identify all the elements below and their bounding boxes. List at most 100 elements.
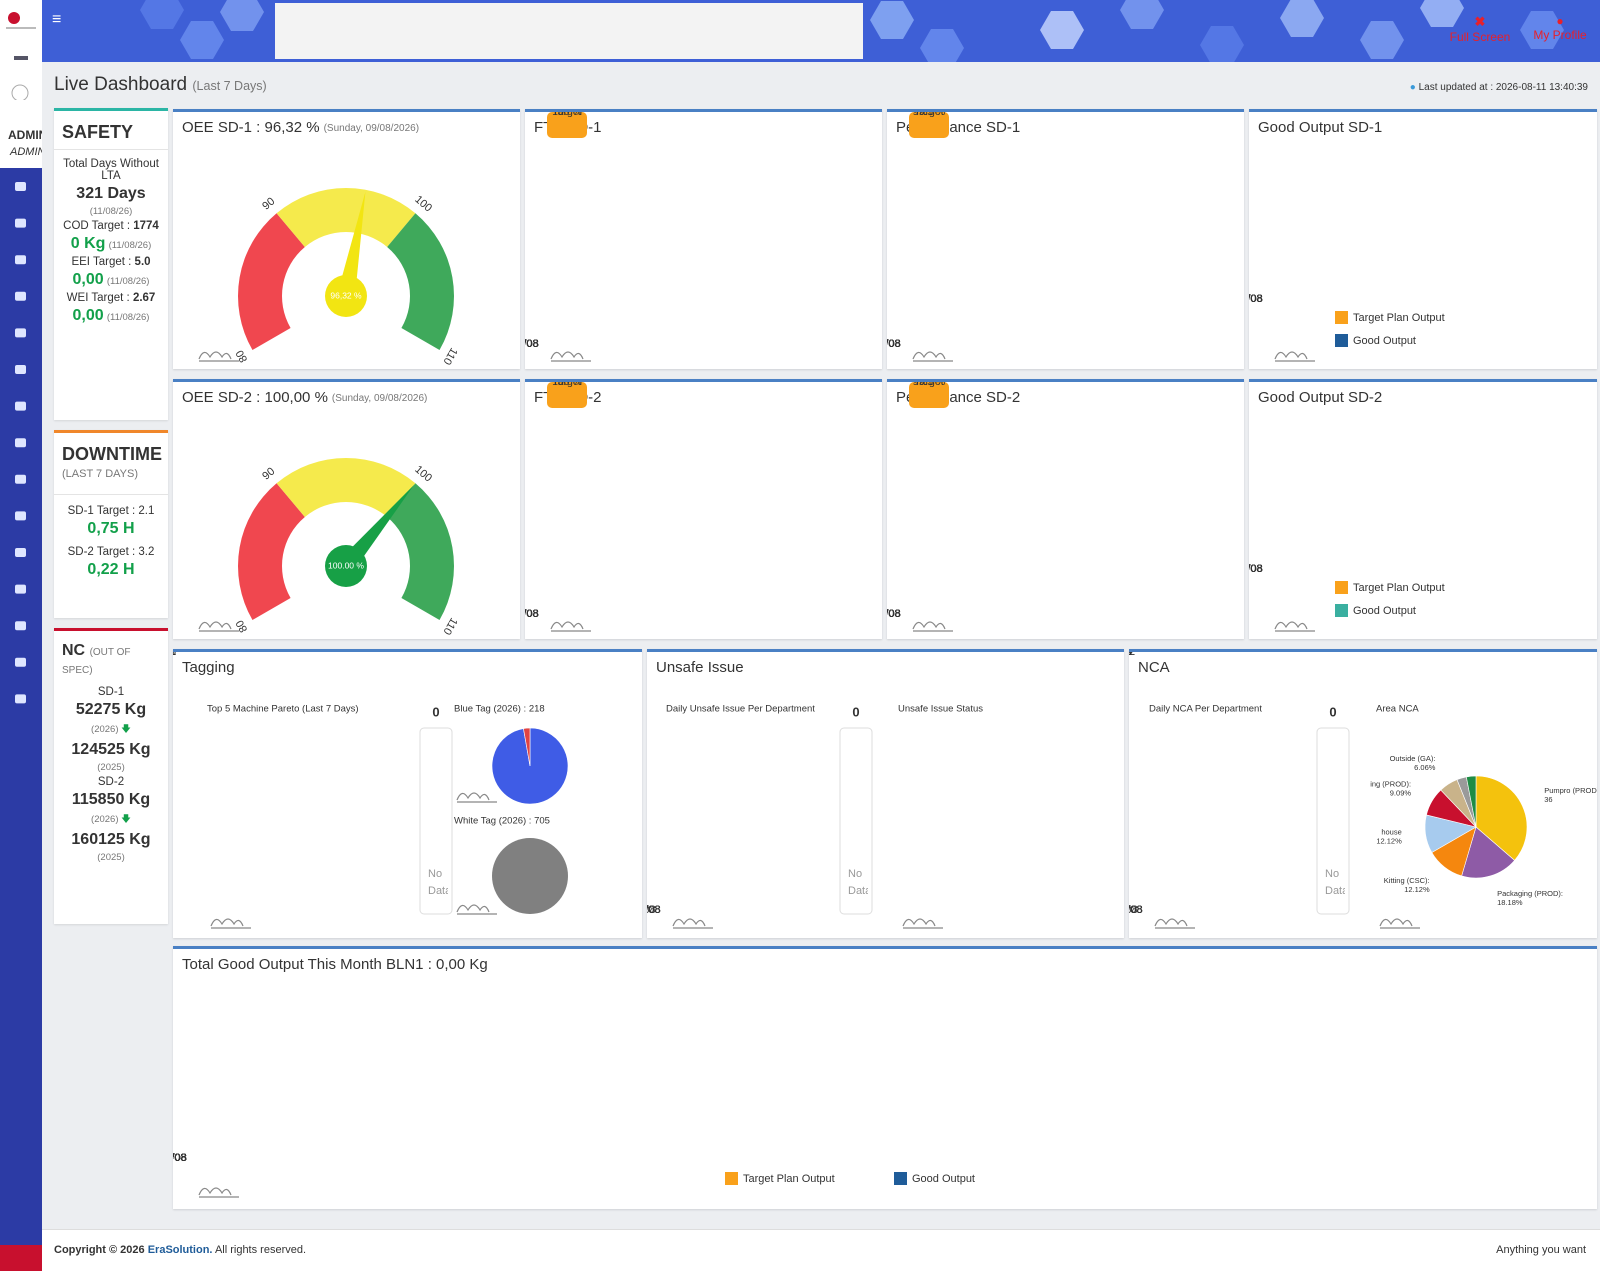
- panel-chart: Unsafe Issue Daily Unsafe Issue Per Depar…: [647, 659, 983, 929]
- panel: FTR SD-20 %50 %100 %150 %05/0806/0807/08…: [525, 379, 882, 639]
- x-tick-label: 08/08: [525, 338, 539, 350]
- counter-box: [419, 727, 453, 915]
- panel-chart: Good Output SD-2050,000100,000150,000200…: [1249, 389, 1445, 632]
- x-tick-label: 05/08: [887, 338, 901, 350]
- counter: 0: [852, 704, 859, 719]
- chart-title: Blue Tag (2026) : 218: [454, 704, 545, 715]
- x-tick-label: 10/08: [887, 608, 901, 620]
- x-tick-label: 06/08: [887, 608, 901, 620]
- panel-title: OEE SD-1 : 96,32 % (Sunday, 09/08/2026): [182, 119, 419, 136]
- no-data: No Data: [848, 868, 868, 897]
- x-tick-label: 08/08: [1249, 563, 1263, 575]
- panel-chart: NCA Daily NCA Per Department '/0807/0809/0…: [1129, 652, 1597, 929]
- x-tick-label: 27/08: [173, 1152, 187, 1164]
- x-tick-label: 11/08: [887, 608, 900, 620]
- x-tick-label: 23/08: [173, 1152, 187, 1164]
- nc-card: NC (OUT OF SPEC) SD-1 52275 Kg (2026) 🡇 …: [54, 628, 168, 924]
- value: 0 Kg: [70, 235, 106, 252]
- year: (2026) 🡇: [91, 814, 131, 825]
- legend-label: Good Output: [1353, 605, 1416, 617]
- value: 115850 Kg: [71, 791, 151, 808]
- x-tick-label: 08/08: [887, 338, 901, 350]
- pie-slice: [1465, 775, 1477, 828]
- x-tick-label: 11/08: [525, 338, 538, 350]
- target-badge: [547, 382, 587, 408]
- panel: Total Good Output This Month BLN1 : 0,00…: [173, 946, 1597, 1209]
- gauge-hub: [325, 275, 367, 317]
- x-tick-label: 29/08: [173, 1152, 187, 1164]
- sidebar: ADMIN ADMIN: [0, 0, 42, 1271]
- x-tick-label: 11/08: [1249, 563, 1262, 575]
- user-role: ADMIN: [10, 146, 42, 158]
- legend-swatch: [725, 1172, 738, 1185]
- header-hex: [1040, 10, 1084, 50]
- panel: Good Output SD-1010,00020,00030,00040,00…: [1249, 109, 1597, 369]
- label: WEI Target :: [66, 292, 130, 304]
- menu-icon: [15, 621, 26, 631]
- chart-menu-icon: [672, 918, 713, 929]
- slice-value: 12.12%: [1376, 837, 1402, 846]
- legend-label: Good Output: [1353, 335, 1416, 347]
- company: EraSolution.: [147, 1244, 213, 1256]
- date: (11/08/26): [106, 312, 150, 323]
- chart-menu-icon: [912, 351, 953, 362]
- chart-menu-icon: [1154, 918, 1195, 929]
- x-tick-label: 05/08: [173, 1152, 187, 1164]
- x-tick-label: 11/08: [1249, 293, 1262, 305]
- title: NC: [62, 642, 86, 659]
- menu-icon: [15, 657, 26, 667]
- menu-icon: [15, 218, 26, 228]
- x-tick-label: 06/08: [525, 338, 539, 350]
- card-subtitle: (LAST 7 DAYS): [54, 468, 168, 495]
- full-screen-label[interactable]: Full Screen: [1449, 30, 1511, 44]
- full-screen-button[interactable]: ✖ Full Screen: [1430, 14, 1530, 44]
- menu-icon: [15, 438, 26, 448]
- panel: NCA Daily NCA Per Department '/0807/0809/0…: [1129, 649, 1597, 938]
- value: 0,00: [72, 307, 104, 324]
- chart-menu-icon: [550, 351, 591, 362]
- gauge-band: [387, 483, 454, 620]
- x-tick-label: 15/08: [173, 1152, 187, 1164]
- data-label: 2: [173, 652, 176, 658]
- menu-icon: [15, 182, 26, 191]
- value: 321 Days: [76, 185, 146, 202]
- panel: OEE SD-2 : 100,00 % (Sunday, 09/08/2026) 8…: [173, 379, 520, 639]
- x-tick-label: 07/08: [647, 904, 661, 916]
- no-data: No Data: [428, 868, 448, 897]
- user-name: ADMIN: [8, 128, 42, 142]
- legend-swatch: [1335, 581, 1348, 594]
- counter-box: [839, 727, 873, 915]
- x-tick-label: 07/08: [173, 1152, 187, 1164]
- legend-label: Target Plan Output: [1353, 582, 1445, 594]
- menu-icon: [15, 694, 26, 704]
- counter: 0: [1329, 704, 1336, 719]
- target-badge: [547, 112, 587, 138]
- target-value: 2.67: [132, 292, 156, 304]
- gauge-band: [276, 188, 416, 247]
- subtitle: (Last 7 Days): [192, 79, 267, 93]
- legend-label: Target Plan Output: [1353, 312, 1445, 324]
- chart-menu-icon: [456, 792, 497, 803]
- profile-button[interactable]: ● My Profile: [1520, 14, 1600, 42]
- header-hex: [1120, 0, 1164, 30]
- x-tick-label: 12/08: [173, 1152, 187, 1164]
- gauge-tick-label: 80: [234, 348, 251, 365]
- x-tick-label: 21/08: [173, 1152, 187, 1164]
- x-tick-label: 25/08: [173, 1152, 187, 1164]
- header-hex: [1360, 20, 1404, 60]
- header-hex: [180, 20, 224, 60]
- gauge-tick-label: 110: [440, 615, 459, 636]
- card-title: SAFETY: [54, 114, 168, 150]
- target-label: Target: [914, 382, 943, 388]
- total-label: 2: [1129, 652, 1132, 658]
- legend-swatch: [1335, 334, 1348, 347]
- profile-label[interactable]: My Profile: [1533, 28, 1587, 42]
- value: 124525 Kg: [71, 741, 151, 758]
- x-tick-label: 09/08: [1249, 563, 1263, 575]
- panel-chart: Performance SD-20 %50 %100 %150 %05/0806…: [887, 382, 1020, 632]
- value: 0,22 H: [87, 561, 135, 578]
- counter: 0: [432, 704, 439, 719]
- year: (2025): [97, 762, 125, 773]
- label: SD-2: [97, 776, 125, 788]
- x-tick-label: 10/08: [887, 338, 901, 350]
